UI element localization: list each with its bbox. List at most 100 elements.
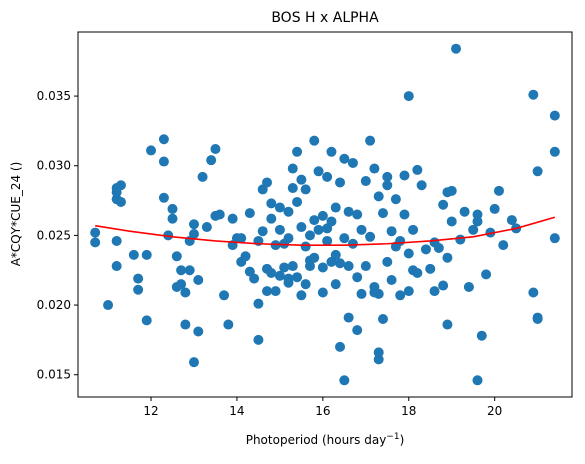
data-point xyxy=(395,290,406,301)
x-tick-label: 20 xyxy=(487,404,502,418)
data-point xyxy=(472,216,483,227)
data-point xyxy=(532,313,543,324)
data-point xyxy=(103,300,114,311)
data-point xyxy=(244,208,255,219)
data-point xyxy=(390,194,401,205)
data-point xyxy=(382,180,393,191)
data-point xyxy=(158,156,169,167)
data-point xyxy=(283,233,294,244)
data-point xyxy=(468,224,479,235)
data-point xyxy=(472,375,483,386)
y-axis-title: A*CQY*CUE_24 () xyxy=(9,162,23,267)
data-point xyxy=(382,171,393,182)
data-point xyxy=(90,227,101,238)
data-point xyxy=(455,234,466,245)
data-point xyxy=(270,240,281,251)
data-point xyxy=(399,170,410,181)
data-point xyxy=(403,286,414,297)
data-point xyxy=(416,180,427,191)
data-point xyxy=(158,192,169,203)
y-tick-label: 0.020 xyxy=(37,298,71,312)
data-point xyxy=(193,274,204,285)
data-point xyxy=(249,273,260,284)
data-point xyxy=(360,176,371,187)
data-point xyxy=(180,319,191,330)
data-point xyxy=(133,273,144,284)
data-point xyxy=(184,265,195,276)
x-axis-title-suffix: ) xyxy=(400,433,405,447)
data-point xyxy=(549,110,560,121)
data-point xyxy=(528,287,539,298)
data-point xyxy=(128,249,139,260)
data-point xyxy=(266,198,277,209)
data-point xyxy=(420,244,431,255)
data-point xyxy=(326,216,337,227)
data-point xyxy=(433,242,444,253)
data-point xyxy=(188,357,199,368)
data-point xyxy=(287,261,298,272)
data-point xyxy=(343,206,354,217)
data-point xyxy=(403,91,414,102)
data-point xyxy=(377,208,388,219)
y-tick-label: 0.030 xyxy=(37,159,71,173)
data-point xyxy=(377,313,388,324)
data-point xyxy=(253,298,264,309)
data-point xyxy=(158,134,169,145)
data-point xyxy=(335,258,346,269)
x-axis: 12 14 16 18 20 xyxy=(143,397,502,418)
data-point xyxy=(176,265,187,276)
data-point xyxy=(90,237,101,248)
data-point xyxy=(429,286,440,297)
data-point xyxy=(493,185,504,196)
data-point xyxy=(369,287,380,298)
data-point xyxy=(309,135,320,146)
data-point xyxy=(141,315,152,326)
data-point xyxy=(236,233,247,244)
data-point xyxy=(317,210,328,221)
data-point xyxy=(214,209,225,220)
data-point xyxy=(167,203,178,214)
data-point xyxy=(352,325,363,336)
data-point xyxy=(227,213,238,224)
data-point xyxy=(489,203,500,214)
data-point xyxy=(412,164,423,175)
data-point xyxy=(412,268,423,279)
data-point xyxy=(188,229,199,239)
data-point xyxy=(322,235,333,246)
data-point xyxy=(365,135,376,146)
x-tick-label: 16 xyxy=(315,404,330,418)
data-point xyxy=(300,184,311,195)
data-point xyxy=(373,347,384,358)
chart-title: BOS H x ALPHA xyxy=(271,10,379,26)
data-point xyxy=(408,224,419,235)
data-point xyxy=(395,235,406,246)
data-point xyxy=(266,268,277,279)
data-point xyxy=(339,233,350,244)
data-point xyxy=(347,157,358,168)
data-point xyxy=(133,284,144,295)
data-point xyxy=(141,249,152,260)
data-point xyxy=(167,213,178,224)
data-point xyxy=(257,226,268,237)
data-point xyxy=(111,187,122,198)
data-point xyxy=(339,153,350,164)
data-point xyxy=(223,319,234,330)
data-point xyxy=(347,238,358,249)
data-point xyxy=(309,215,320,226)
data-point xyxy=(111,261,122,272)
data-point xyxy=(369,163,380,174)
fit-line xyxy=(95,216,556,246)
data-point xyxy=(442,252,453,263)
data-point xyxy=(279,262,290,273)
data-point xyxy=(425,263,436,274)
data-point xyxy=(270,286,281,297)
data-point xyxy=(451,43,462,54)
data-point xyxy=(339,375,350,386)
data-point xyxy=(399,209,410,220)
fit-layer xyxy=(95,216,556,246)
data-point xyxy=(330,279,341,290)
x-tick-label: 14 xyxy=(229,404,244,418)
data-point xyxy=(463,281,474,292)
